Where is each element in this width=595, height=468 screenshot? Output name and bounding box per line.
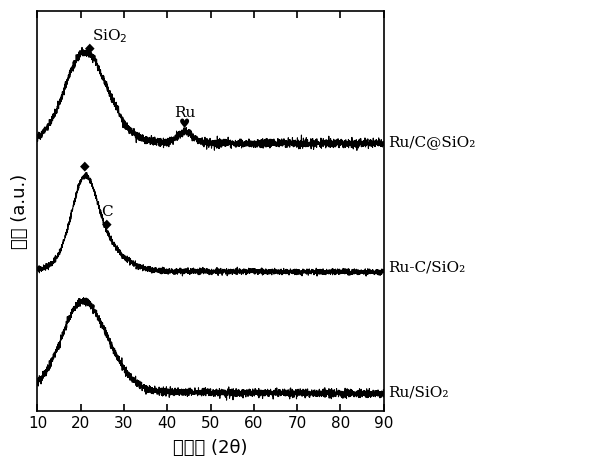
- Text: ◆: ◆: [80, 160, 90, 173]
- Text: Ru: Ru: [174, 107, 195, 120]
- Text: ◆: ◆: [84, 41, 94, 54]
- Y-axis label: 强度 (a.u.): 强度 (a.u.): [11, 173, 29, 249]
- Text: ♥: ♥: [179, 117, 190, 131]
- Text: Ru-C/SiO₂: Ru-C/SiO₂: [388, 260, 465, 274]
- X-axis label: 衍射角 (2θ): 衍射角 (2θ): [173, 439, 248, 457]
- Text: Ru/SiO₂: Ru/SiO₂: [388, 386, 449, 400]
- Text: ◆: ◆: [102, 217, 111, 230]
- Text: SiO$_2$: SiO$_2$: [92, 27, 127, 45]
- Text: C: C: [101, 205, 112, 219]
- Text: Ru/C@SiO₂: Ru/C@SiO₂: [388, 135, 475, 149]
